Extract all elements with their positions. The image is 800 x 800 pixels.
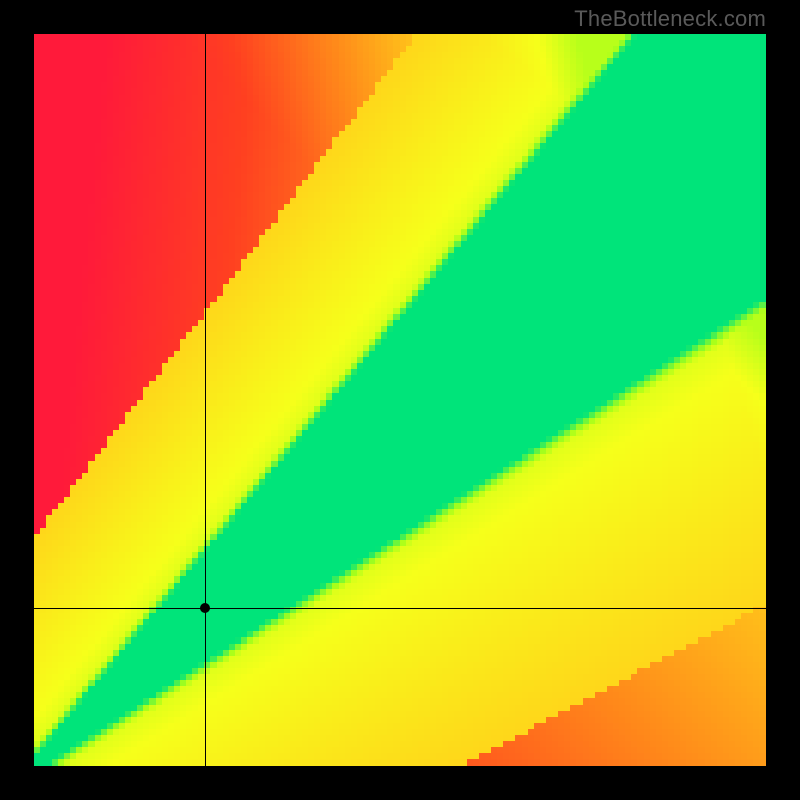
crosshair-vertical	[205, 34, 206, 766]
heatmap-plot	[34, 34, 766, 766]
watermark-text: TheBottleneck.com	[574, 6, 766, 32]
crosshair-horizontal	[34, 608, 766, 609]
chart-container: TheBottleneck.com	[0, 0, 800, 800]
